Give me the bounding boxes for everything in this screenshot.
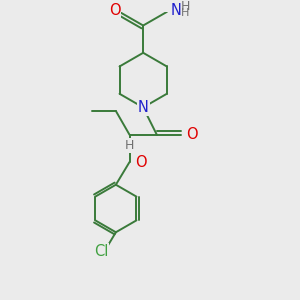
- Text: N: N: [138, 100, 148, 115]
- Text: H: H: [181, 8, 190, 18]
- Text: H: H: [125, 139, 134, 152]
- Text: N: N: [171, 3, 182, 18]
- Text: O: O: [186, 127, 198, 142]
- Text: H: H: [181, 0, 190, 14]
- Text: Cl: Cl: [94, 244, 108, 260]
- Text: O: O: [136, 154, 147, 169]
- Text: O: O: [109, 3, 120, 18]
